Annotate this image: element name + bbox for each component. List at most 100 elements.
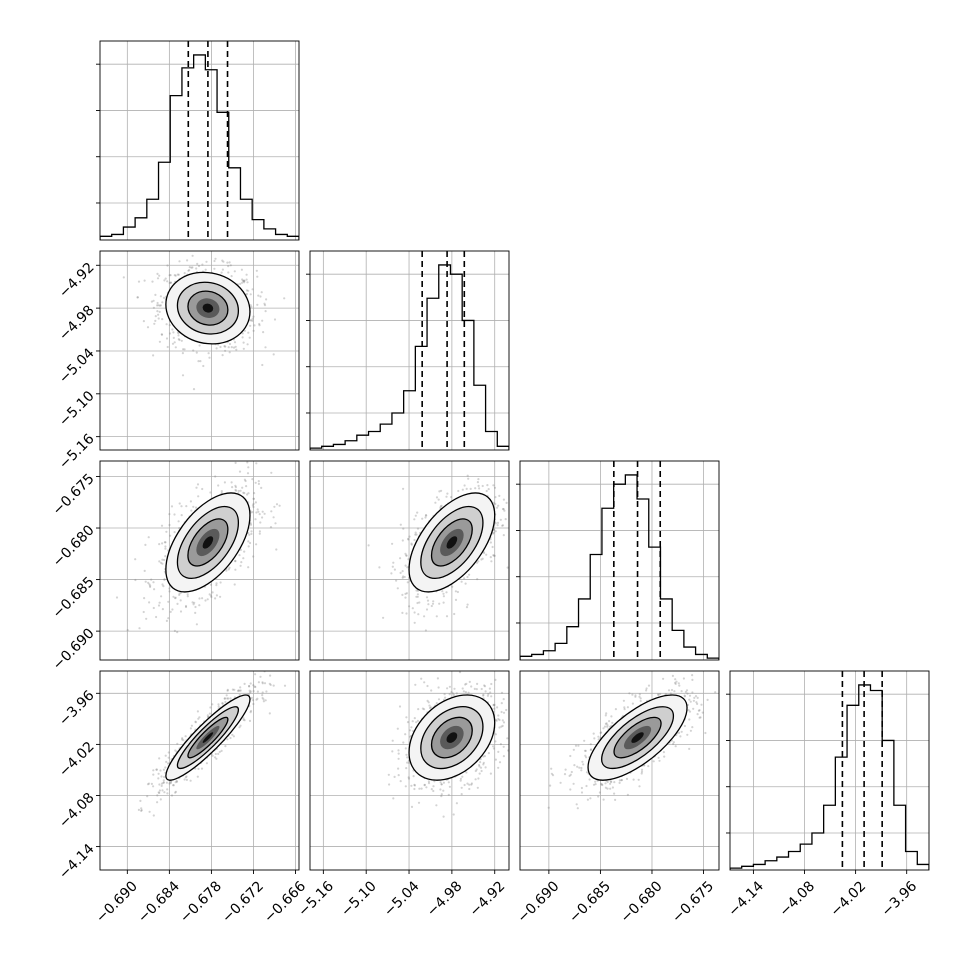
scatter-point <box>242 279 245 282</box>
scatter-point <box>494 740 497 743</box>
scatter-point <box>692 699 696 702</box>
scatter-point <box>550 772 554 775</box>
scatter-point <box>393 568 396 571</box>
scatter-point <box>269 526 273 529</box>
scatter-point <box>270 510 273 513</box>
scatter-point <box>229 697 232 700</box>
scatter-point <box>499 518 502 521</box>
scatter-point <box>483 551 486 555</box>
scatter-point <box>387 773 390 776</box>
scatter-point <box>204 599 207 602</box>
scatter-point <box>469 487 472 490</box>
scatter-point <box>510 685 512 687</box>
scatter-point <box>215 757 218 760</box>
scatter-point <box>421 707 424 710</box>
scatter-point <box>559 781 562 784</box>
scatter-point <box>497 766 500 769</box>
scatter-point <box>197 717 200 720</box>
scatter-point <box>397 774 400 777</box>
scatter-point <box>136 296 139 299</box>
scatter-point <box>245 289 248 292</box>
scatter-point <box>500 710 503 714</box>
scatter-point <box>503 509 506 512</box>
scatter-point <box>481 484 484 488</box>
scatter-point <box>272 353 275 356</box>
scatter-point <box>172 336 175 339</box>
scatter-point <box>160 333 163 336</box>
scatter-point <box>246 343 249 346</box>
scatter-point <box>417 613 420 616</box>
scatter-point <box>278 504 281 507</box>
scatter-point <box>396 587 399 590</box>
scatter-point <box>447 793 450 796</box>
scatter-point <box>180 339 183 342</box>
scatter-point <box>435 496 439 499</box>
scatter-point <box>161 558 164 561</box>
scatter-point <box>220 490 223 493</box>
scatter-point <box>194 767 197 770</box>
scatter-point <box>497 714 500 717</box>
scatter-point <box>689 668 691 670</box>
scatter-point <box>210 595 213 599</box>
scatter-point <box>626 706 630 709</box>
scatter-point <box>474 487 477 490</box>
scatter-point <box>243 478 246 481</box>
scatter-point <box>476 682 479 686</box>
scatter-point <box>425 786 428 789</box>
scatter-point <box>658 759 661 762</box>
scatter-point <box>214 475 217 478</box>
scatter-point <box>197 360 200 363</box>
scatter-point <box>227 697 230 700</box>
scatter-point <box>261 363 264 367</box>
scatter-point <box>186 593 189 596</box>
scatter-point <box>466 603 469 606</box>
scatter-point <box>254 685 257 689</box>
scatter-point <box>399 571 402 575</box>
contour-level-5 <box>202 536 214 549</box>
scatter-point <box>418 787 421 790</box>
scatter-point <box>221 702 224 705</box>
scatter-point <box>223 697 226 700</box>
scatter-point <box>166 788 169 791</box>
scatter-point <box>502 498 505 501</box>
scatter-point <box>150 578 153 581</box>
scatter-point <box>174 346 177 349</box>
scatter-point <box>401 593 404 597</box>
scatter-point <box>238 693 241 697</box>
scatter-point <box>154 315 157 318</box>
scatter-point <box>231 486 234 489</box>
scatter-point <box>672 742 675 746</box>
scatter-point <box>169 610 172 614</box>
scatter-point <box>153 322 156 325</box>
scatter-point <box>245 485 248 488</box>
scatter-point <box>232 735 235 738</box>
scatter-point <box>274 522 277 525</box>
scatter-point <box>231 733 234 736</box>
scatter-point <box>179 599 182 602</box>
scatter-point <box>442 595 445 598</box>
scatter-point <box>262 700 265 703</box>
scatter-point <box>496 506 499 509</box>
scatter-point <box>157 777 160 780</box>
scatter-point <box>165 337 169 340</box>
scatter-point <box>151 280 154 283</box>
scatter-point <box>246 493 249 496</box>
scatter-point <box>165 619 168 623</box>
scatter-point <box>492 704 495 707</box>
scatter-point <box>185 778 188 782</box>
scatter-point <box>479 761 482 764</box>
scatter-point <box>405 753 408 756</box>
scatter-point <box>494 502 497 506</box>
scatter-point <box>585 756 588 759</box>
scatter-point <box>247 331 250 334</box>
scatter-point <box>682 677 686 680</box>
scatter-point <box>639 699 642 703</box>
scatter-point <box>168 513 171 516</box>
scatter-point <box>444 696 447 699</box>
scatter-point <box>407 538 410 541</box>
scatter-point <box>410 784 413 787</box>
scatter-point <box>264 699 267 702</box>
scatter-point <box>209 491 212 494</box>
scatter-point <box>428 706 432 710</box>
